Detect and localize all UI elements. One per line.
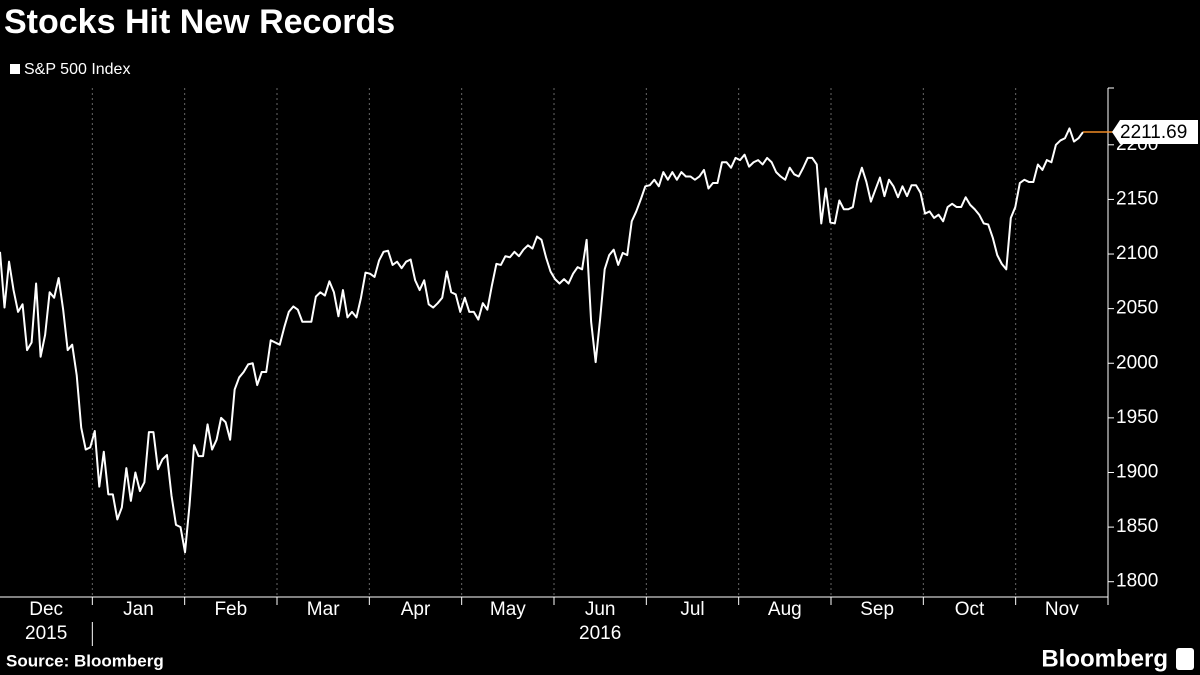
year-label: 2016 (579, 623, 621, 644)
series-line (0, 127, 1084, 554)
last-value-box (1112, 120, 1198, 145)
chart-title: Stocks Hit New Records (4, 3, 395, 41)
logo: Bloomberg (1041, 645, 1168, 672)
y-tick-label: 1850 (1116, 516, 1158, 537)
x-tick-label: Aug (768, 599, 802, 620)
logo-icon (1176, 648, 1194, 670)
y-tick-label: 2000 (1116, 352, 1158, 373)
legend-swatch (10, 64, 20, 74)
x-tick-label: Dec (29, 599, 63, 620)
legend-label: S&P 500 Index (24, 61, 130, 78)
y-tick-label: 1800 (1116, 571, 1158, 592)
x-tick-label: Sep (860, 599, 894, 620)
x-tick-label: May (490, 599, 526, 620)
x-tick-label: Mar (307, 599, 340, 620)
x-tick-label: Oct (955, 599, 985, 620)
y-tick-label: 1950 (1116, 407, 1158, 428)
source: Source: Bloomberg (6, 651, 164, 670)
x-tick-label: Feb (214, 599, 247, 620)
year-label: 2015 (25, 623, 67, 644)
x-tick-label: Jul (680, 599, 704, 620)
y-tick-label: 2150 (1116, 188, 1158, 209)
y-tick-label: 1900 (1116, 461, 1158, 482)
x-tick-label: Apr (401, 599, 431, 620)
x-tick-label: Jan (123, 599, 154, 620)
last-value-label: 2211.69 (1120, 122, 1187, 143)
y-tick-label: 2050 (1116, 298, 1158, 319)
y-tick-label: 2100 (1116, 243, 1158, 264)
x-tick-label: Nov (1045, 599, 1079, 620)
x-tick-label: Jun (585, 599, 616, 620)
